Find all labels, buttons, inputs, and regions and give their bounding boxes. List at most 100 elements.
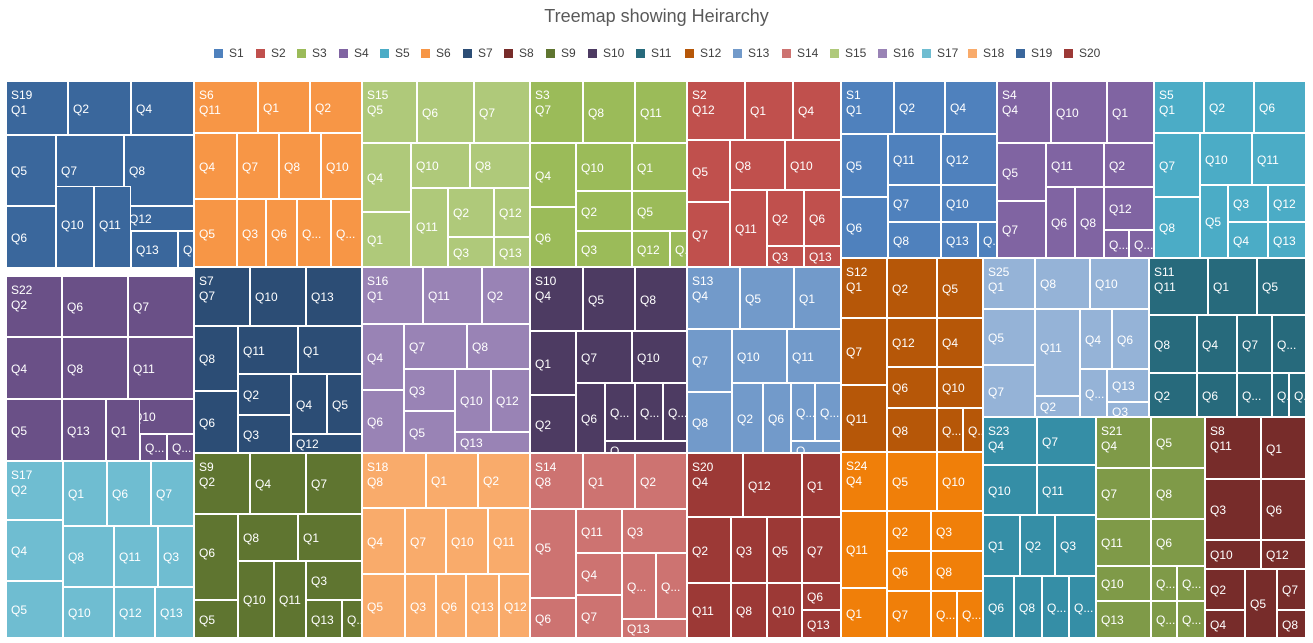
treemap-cell-s4-0: S4 Q4 <box>997 81 1051 143</box>
treemap-cell-s4-11: Q... <box>1129 230 1154 258</box>
cell-label: Q8 <box>692 416 709 430</box>
treemap-cell-s4-8: Q6 <box>1046 187 1075 258</box>
cell-label: Q3 <box>242 226 259 241</box>
cell-label: Q6 <box>1117 332 1134 347</box>
legend-swatch <box>685 49 694 58</box>
cell-label: Q6 <box>367 415 384 429</box>
treemap-cell-s17-4: Q4 <box>6 520 63 581</box>
treemap-cell-s20-11: Q13 <box>802 610 841 638</box>
treemap-cell-s5-7: Q12 <box>1268 185 1306 222</box>
cell-label: Q11 <box>1051 158 1073 173</box>
treemap-cell-s13-3: Q7 <box>687 329 732 392</box>
treemap-cell-s20-9: Q8 <box>731 583 767 638</box>
treemap-cell-s13-2: Q1 <box>794 267 841 329</box>
cell-label: Q2 <box>483 474 500 488</box>
treemap-cell-s22-0: S22 Q2 <box>6 276 62 337</box>
treemap-cell-s5-1: Q2 <box>1204 81 1254 133</box>
legend-item-s13: S13 <box>733 45 769 61</box>
treemap-cell-s25-7: Q13 <box>1107 369 1149 402</box>
cell-label: Q5 <box>988 330 1005 345</box>
legend-item-s7: S7 <box>463 45 493 61</box>
treemap-cell-s3-8: Q6 <box>530 207 576 267</box>
cell-label: Q11 <box>493 534 515 549</box>
legend-label: S14 <box>797 46 819 60</box>
treemap-cell-s7-10: Q5 <box>327 374 362 434</box>
cell-label: Q2 <box>11 298 28 312</box>
treemap-cell-s15-7: Q12 <box>494 188 530 237</box>
cell-label: Q6 <box>67 300 84 314</box>
legend-label: S18 <box>983 46 1005 60</box>
treemap-cell-s11-2: Q5 <box>1257 258 1306 315</box>
treemap-cell-s23-1: Q7 <box>1037 417 1096 465</box>
treemap-cell-s9-0: S9 Q2 <box>194 453 250 514</box>
treemap-cell-s11-10: Q... <box>1272 373 1289 417</box>
legend-item-s19: S19 <box>1016 45 1052 61</box>
cell-label: Q10 <box>61 218 84 232</box>
cell-label: Q5 <box>637 204 654 219</box>
treemap-cell-s20-10: Q10 <box>767 583 802 638</box>
treemap-cell-s15-3: Q4 <box>362 143 411 212</box>
cell-label: Q10 <box>790 158 813 173</box>
cell-label: Q4 <box>199 159 216 174</box>
treemap-cell-s16-11: Q13 <box>455 432 530 453</box>
treemap-cell-s5-3: Q7 <box>1154 133 1200 197</box>
treemap-cell-s25-10: Q... <box>1080 369 1107 417</box>
cell-label: Q1 <box>750 104 767 118</box>
cell-label: Q... <box>1277 337 1297 352</box>
cell-label: Q10 <box>1056 105 1079 120</box>
cell-label: Q11 <box>243 343 265 358</box>
treemap-cell-s15-2: Q7 <box>474 81 530 143</box>
cell-label: Q7 <box>892 608 909 622</box>
treemap-cell-s18-3: Q4 <box>362 508 405 574</box>
treemap-cell-s6-0: S6 Q11 <box>194 81 258 133</box>
treemap-cell-s3-10: Q12 <box>632 231 670 267</box>
group-label: S21 <box>1101 424 1123 438</box>
treemap-cell-s19-8: Q10 <box>56 186 94 268</box>
group-label: S20 <box>692 460 714 474</box>
treemap-cell-s10-0: S10 Q4 <box>530 267 583 331</box>
treemap-cell-s22-9: Q1 <box>106 399 140 461</box>
cell-label: Q1 <box>68 487 85 501</box>
cell-label: Q... <box>1182 613 1202 627</box>
cell-label: Q4 <box>11 544 28 558</box>
treemap-cell-s5-10: Q4 <box>1228 222 1268 258</box>
legend-item-s14: S14 <box>782 45 818 61</box>
treemap-cell-s13-9: Q... <box>791 383 815 441</box>
treemap-cell-s8-8: Q7 <box>1277 569 1306 610</box>
treemap-cell-s24-6: Q6 <box>887 551 931 591</box>
cell-label: Q8 <box>367 475 384 489</box>
cell-label: Q3 <box>1210 503 1227 517</box>
cell-label: Q11 <box>1040 341 1062 355</box>
cell-label: Q4 <box>798 104 815 118</box>
treemap-cell-s17-11: Q13 <box>155 587 194 638</box>
treemap-cell-s23-10: Q... <box>1069 576 1096 638</box>
treemap-cell-s16-4: Q8 <box>467 324 530 369</box>
cell-label: Q4 <box>535 168 552 183</box>
treemap-cell-s7-3: Q8 <box>194 326 238 391</box>
cell-label: Q... <box>183 243 193 257</box>
treemap-cell-s15-0: S15 Q5 <box>362 81 417 143</box>
treemap-cell-s4-2: Q1 <box>1107 81 1154 143</box>
group-label: S4 <box>1002 88 1017 102</box>
treemap-cell-s4-3: Q5 <box>997 143 1046 201</box>
treemap-cell-s25-6: Q6 <box>1112 309 1149 369</box>
cell-label: Q6 <box>846 221 863 235</box>
cell-label: Q13 <box>311 612 334 627</box>
cell-label: Q11 <box>735 222 757 236</box>
treemap-cell-s10-1: Q5 <box>583 267 635 331</box>
legend-item-s5: S5 <box>380 45 410 61</box>
cell-label: Q5 <box>692 164 709 179</box>
cell-label: Q2 <box>1209 100 1226 115</box>
treemap-cell-s16-0: S16 Q1 <box>362 267 423 324</box>
group-label: S11 <box>1154 265 1175 279</box>
cell-label: Q2 <box>11 483 28 497</box>
cell-label: Q7 <box>1282 583 1299 597</box>
treemap-cell-s21-8: Q... <box>1151 566 1177 601</box>
treemap-cell-s13-5: Q11 <box>787 329 841 383</box>
treemap-cell-s8-3: Q6 <box>1261 479 1306 540</box>
cell-label: Q6 <box>271 226 288 241</box>
cell-label: Q13 <box>160 606 183 620</box>
cell-label: Q1 <box>1266 441 1283 456</box>
treemap-cell-s10-5: Q1 <box>530 331 576 395</box>
treemap-cell-s23-2: Q10 <box>983 465 1037 515</box>
